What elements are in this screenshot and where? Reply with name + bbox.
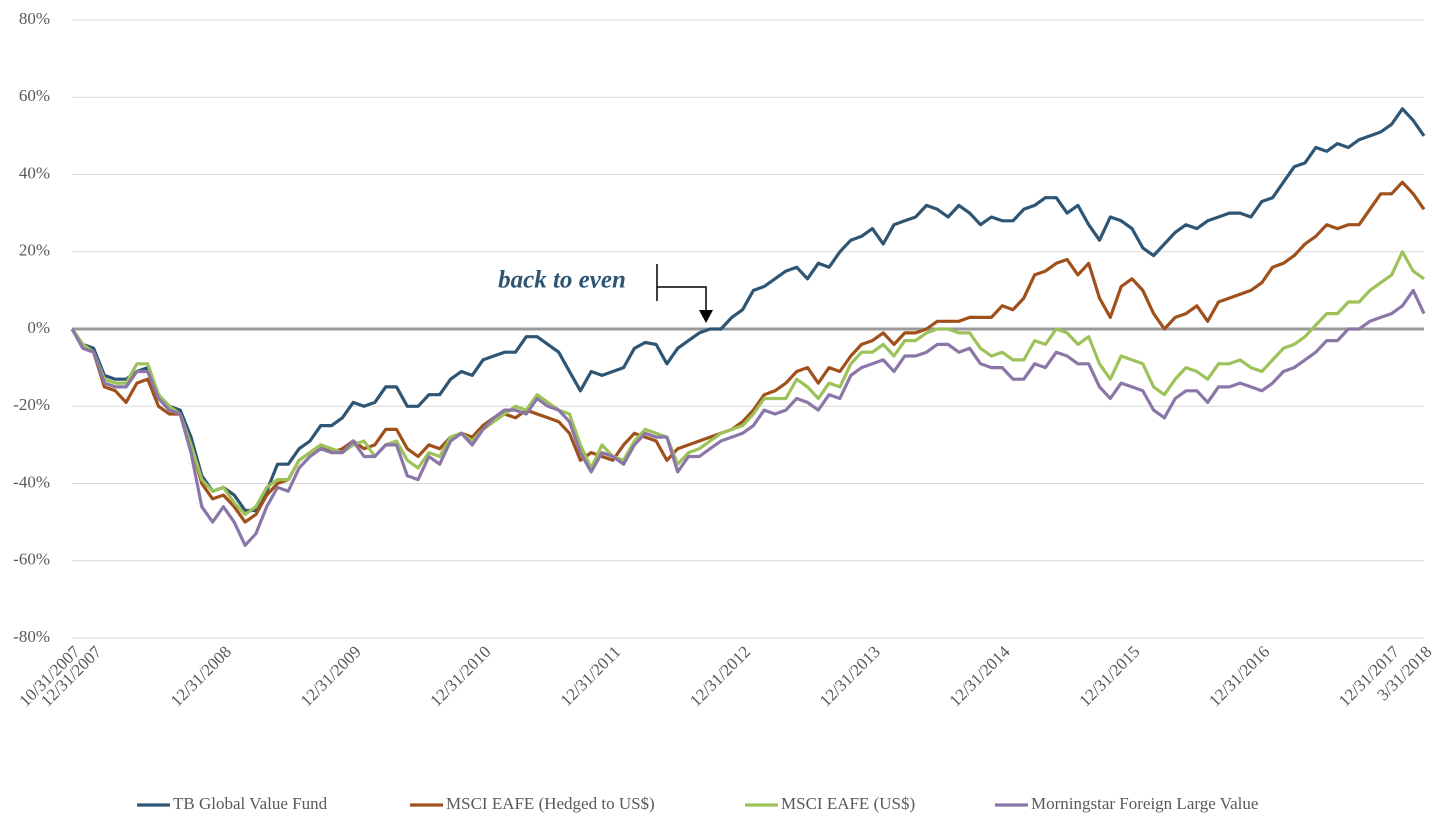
grid: -80% -60% -40% -20% 0% 20% 40% 60% 80% xyxy=(13,9,1424,646)
y-tick-label: 20% xyxy=(19,241,50,260)
series-line xyxy=(70,288,1426,547)
legend-label: MSCI EAFE (US$) xyxy=(781,794,915,813)
x-tick-label: 12/31/2012 xyxy=(686,642,754,710)
y-tick-label: -40% xyxy=(13,472,50,491)
y-tick-label: 80% xyxy=(19,9,50,28)
y-tick-label: 0% xyxy=(27,318,50,337)
x-tick-label: 12/31/2016 xyxy=(1205,642,1273,710)
legend-label: TB Global Value Fund xyxy=(173,794,328,813)
x-tick-label: 12/31/2013 xyxy=(816,642,884,710)
x-tick-label: 12/31/2011 xyxy=(557,642,625,710)
x-tick-label: 12/31/2008 xyxy=(167,642,235,710)
legend-label: Morningstar Foreign Large Value xyxy=(1031,794,1258,813)
lines xyxy=(70,107,1426,547)
x-tick-label: 12/31/2014 xyxy=(946,642,1015,711)
x-tick-label: 12/31/2010 xyxy=(426,642,494,710)
annotation-arrow xyxy=(656,264,707,312)
annotation: back to even xyxy=(498,267,626,294)
arrow-shaft xyxy=(657,286,707,312)
arrow-head xyxy=(699,310,713,323)
series-line xyxy=(70,107,1426,513)
y-tick-label: 40% xyxy=(19,163,50,182)
y-tick-label: -60% xyxy=(13,550,50,569)
series-line xyxy=(70,250,1425,516)
y-tick-label: 60% xyxy=(19,86,50,105)
y-tick-label: -20% xyxy=(13,395,50,414)
legend-label: MSCI EAFE (Hedged to US$) xyxy=(446,794,655,813)
x-tick-label: 12/31/2009 xyxy=(297,642,365,710)
y-tick-label: -80% xyxy=(13,627,50,646)
x-tick-label: 12/31/2015 xyxy=(1075,642,1143,710)
